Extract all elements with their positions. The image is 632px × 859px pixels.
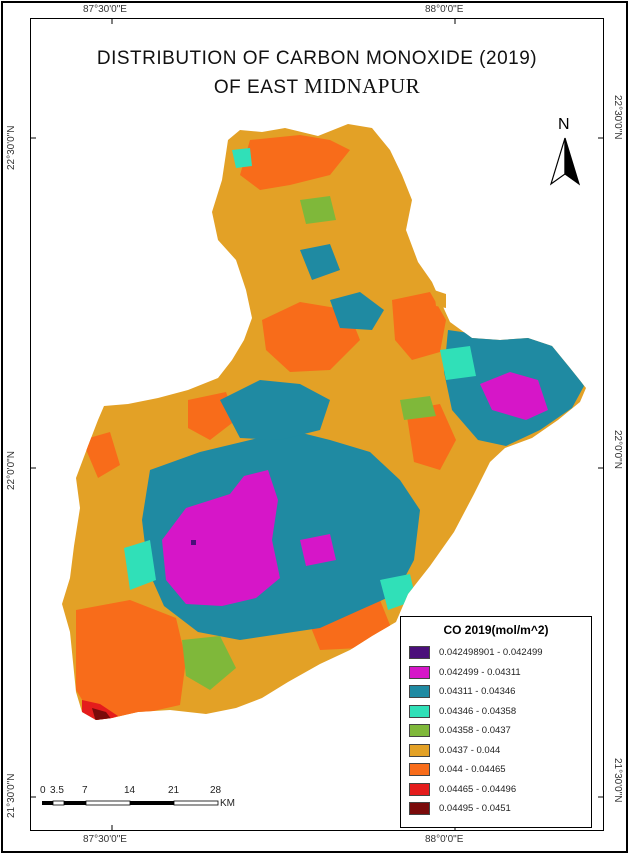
zone-cyan-east [440, 346, 476, 380]
legend-label: 0.0437 - 0.044 [439, 744, 501, 756]
scale-label-0: 0 [40, 785, 46, 796]
map-title-line2-b: MIDNAPUR [304, 74, 421, 98]
legend-swatch [409, 646, 430, 660]
legend-item: 0.042499 - 0.04311 [401, 663, 591, 683]
scale-label-1: 3.5 [50, 785, 64, 796]
north-label: N [558, 116, 570, 133]
graticule-bottom-1: 87°30'0"E [83, 834, 127, 845]
legend-item: 0.04465 - 0.04496 [401, 780, 591, 800]
zone-magenta-central [162, 470, 280, 606]
graticule-top-1: 87°30'0"E [83, 4, 127, 15]
legend-item: 0.042498901 - 0.042499 [401, 643, 591, 663]
legend-label: 0.04346 - 0.04358 [439, 705, 517, 717]
zone-blue-north [300, 244, 340, 280]
legend-label: 0.04311 - 0.04346 [439, 686, 516, 698]
legend-swatch [409, 782, 430, 796]
zone-darkred [92, 708, 112, 720]
legend-title: CO 2019(mol/m^2) [443, 623, 549, 637]
north-arrow-icon [549, 137, 581, 186]
legend-label: 0.04358 - 0.0437 [439, 725, 511, 737]
legend-label: 0.044 - 0.04465 [439, 764, 506, 776]
zone-green-north [300, 196, 336, 224]
zone-blue-north-central [220, 380, 330, 440]
legend-swatch [409, 685, 430, 699]
legend-item: 0.04346 - 0.04358 [401, 702, 591, 722]
map-title-line2-a: OF EAST [213, 77, 305, 98]
map-title-line1: DISTRIBUTION OF CARBON MONOXIDE (2019) [96, 48, 538, 69]
zone-green-east [400, 396, 436, 420]
scale-label-5: 28 [210, 785, 222, 796]
zone-orange-west [82, 432, 120, 478]
legend-label: 0.04495 - 0.0451 [439, 803, 511, 815]
map-title: DISTRIBUTION OF CARBON MONOXIDE (2019) [30, 48, 604, 70]
scale-bar-graphic [42, 800, 219, 806]
map-island [434, 290, 446, 308]
legend-label: 0.042498901 - 0.042499 [439, 647, 543, 659]
north-arrow: N [548, 116, 584, 192]
scale-label-4: 21 [168, 785, 180, 796]
scale-bar: 0 3.5 7 14 21 28 KM [40, 785, 235, 823]
zone-cyan-west [124, 540, 156, 590]
zone-orange-central-north [262, 302, 360, 372]
zone-purple-spot [191, 540, 196, 545]
legend-swatch [409, 763, 430, 777]
scale-label-3: 14 [124, 785, 136, 796]
zone-blue-patch [330, 292, 384, 330]
legend-label: 0.042499 - 0.04311 [439, 666, 521, 678]
map-legend: CO 2019(mol/m^2) 0.042498901 - 0.042499 0… [400, 616, 592, 828]
map-subtitle: OF EAST MIDNAPUR [30, 74, 604, 99]
graticule-top-2: 88°0'0"E [425, 4, 464, 15]
zone-magenta-east [480, 372, 548, 420]
legend-item: 0.04495 - 0.0451 [401, 799, 591, 819]
graticule-bottom-2: 88°0'0"E [425, 834, 464, 845]
scale-unit: KM [220, 798, 235, 809]
zone-orange-southwest [76, 600, 186, 720]
zone-orange-east-2 [406, 404, 456, 470]
legend-item: 0.04358 - 0.0437 [401, 721, 591, 741]
legend-rows: 0.042498901 - 0.042499 0.042499 - 0.04311… [401, 643, 591, 819]
zone-orange-north [240, 135, 350, 190]
zone-cyan-north [232, 148, 252, 168]
zone-magenta-small [300, 534, 336, 566]
zone-green-south [182, 636, 236, 690]
legend-swatch [409, 704, 430, 718]
scale-label-2: 7 [82, 785, 88, 796]
legend-swatch [409, 743, 430, 757]
legend-swatch [409, 802, 430, 816]
legend-label: 0.04465 - 0.04496 [439, 783, 517, 795]
legend-item: 0.04311 - 0.04346 [401, 682, 591, 702]
legend-item: 0.044 - 0.04465 [401, 760, 591, 780]
legend-item: 0.0437 - 0.044 [401, 741, 591, 761]
legend-swatch [409, 665, 430, 679]
legend-swatch [409, 724, 430, 738]
zone-orange-east [392, 292, 446, 360]
